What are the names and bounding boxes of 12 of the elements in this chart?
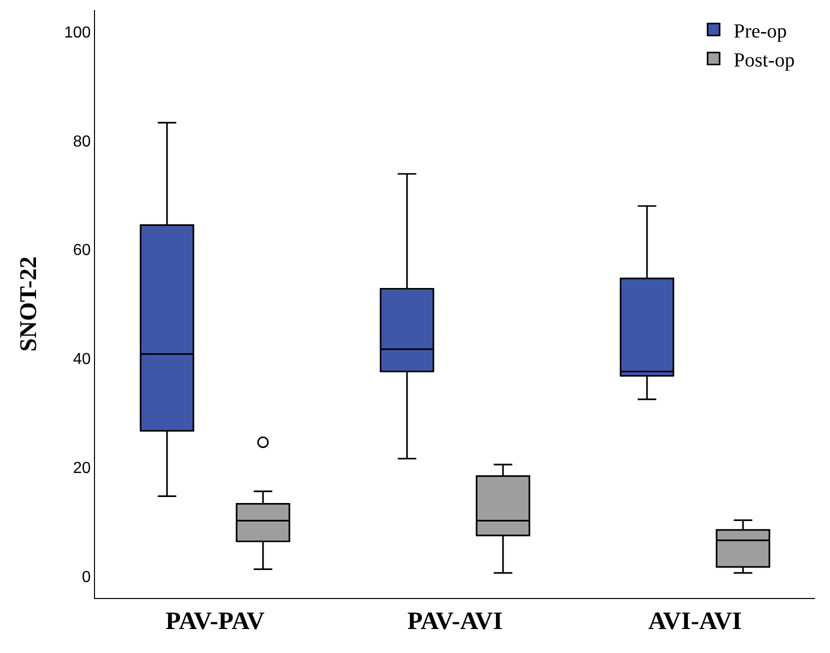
legend-label: Pre-op [734, 20, 787, 42]
x-tick-label: AVI-AVI [648, 608, 742, 635]
legend-label: Post-op [734, 49, 795, 72]
y-tick-label: 40 [73, 351, 91, 368]
y-tick-label: 20 [73, 460, 91, 477]
y-axis-title: SNOT-22 [16, 256, 42, 352]
x-tick-label: PAV-AVI [407, 608, 503, 635]
y-tick-label: 80 [73, 133, 91, 150]
y-tick-label: 100 [64, 24, 91, 42]
y-tick-label: 0 [82, 568, 91, 586]
x-tick-label: PAV-PAV [165, 608, 265, 635]
y-tick-label: 60 [73, 242, 91, 260]
